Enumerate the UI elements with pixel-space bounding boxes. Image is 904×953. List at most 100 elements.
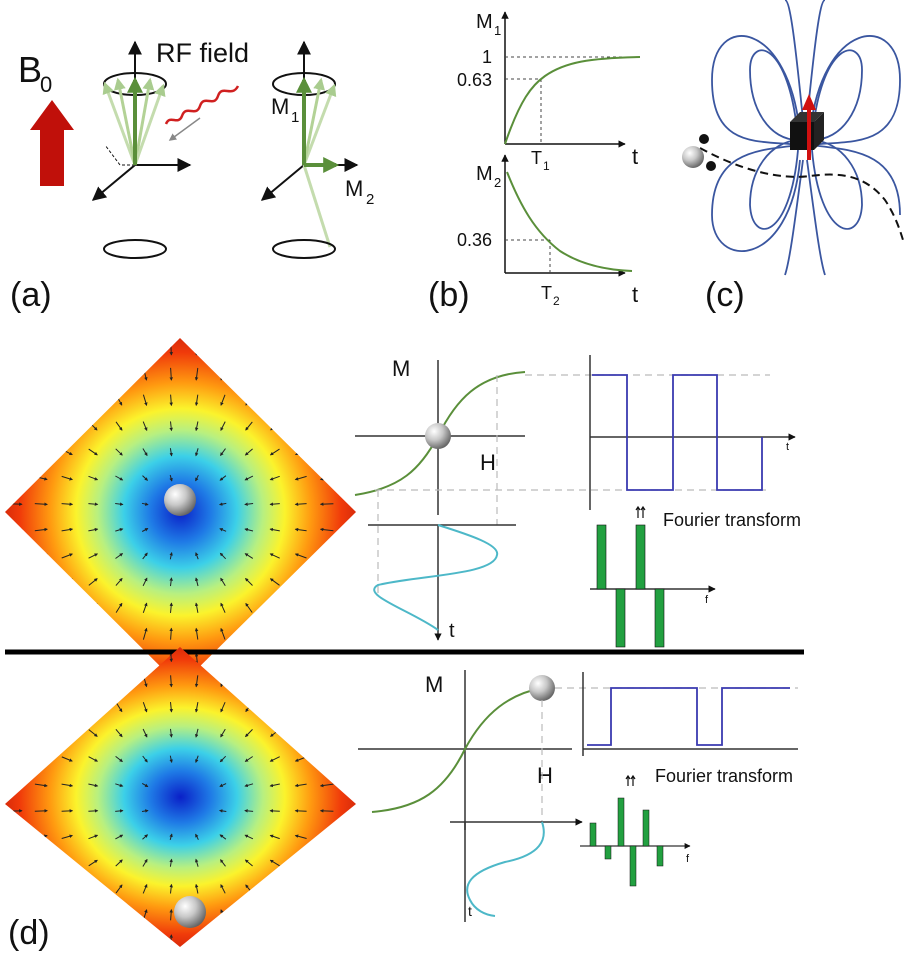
field-vector-arrow [194, 367, 199, 381]
field-vector-arrow [270, 603, 280, 613]
field-vector-arrow [294, 475, 307, 481]
field-vector-arrow [295, 702, 307, 712]
field-vector-arrow [269, 553, 280, 559]
magnetization-response-plot: t [589, 355, 796, 510]
nanoparticle-sphere [529, 675, 555, 701]
field-vector-arrow [269, 756, 280, 762]
field-vector-arrow [61, 578, 73, 586]
f-axis-label: f [705, 594, 709, 606]
field-vector-arrow [245, 675, 253, 688]
field-vector-arrow [194, 341, 199, 356]
field-vector-arrow [169, 728, 173, 738]
x-axis-label: t [632, 144, 638, 169]
spectrum-bar [604, 845, 612, 860]
field-vector-arrow [36, 342, 46, 354]
field-vector-arrow [294, 578, 307, 586]
field-vector-arrow [115, 627, 123, 640]
t2-symbol: T [541, 283, 552, 303]
field-vector-arrow [61, 809, 74, 813]
field-vector-arrow [269, 448, 280, 456]
field-vector-arrow [115, 421, 123, 431]
field-vector-arrow [244, 809, 254, 813]
field-vector-arrow [61, 475, 73, 481]
field-vector-arrow [142, 602, 148, 613]
tick-label-1: 1 [482, 47, 492, 67]
field-free-region-map [5, 338, 356, 686]
field-vector-arrow [88, 578, 98, 586]
field-vector-arrow [294, 859, 307, 867]
field-vector-arrow [142, 394, 148, 406]
field-vector-arrow [8, 859, 23, 866]
faded-moment [113, 77, 137, 166]
spectrum-bar [654, 588, 665, 648]
field-vector-arrow [269, 809, 280, 813]
field-vector-arrow [270, 421, 280, 431]
field-vector-arrow [220, 367, 226, 381]
field-vector-arrow [219, 755, 227, 763]
m1-symbol: M [271, 94, 289, 119]
faded-moment [302, 83, 337, 166]
field-vector-arrow [169, 367, 173, 381]
field-vector-arrow [88, 394, 98, 406]
field-vector-arrow [321, 342, 333, 354]
field-vector-arrow [220, 577, 226, 587]
field-vector-arrow [295, 628, 307, 640]
field-vector-arrow [319, 476, 334, 481]
field-vector-arrow [194, 702, 199, 713]
field-vector-arrow [88, 859, 98, 867]
field-vector-arrow [88, 527, 99, 532]
field-vector-arrow [88, 884, 98, 894]
field-vector-arrow [34, 553, 48, 559]
field-vector-arrow [319, 783, 334, 788]
field-vector-arrow [244, 527, 254, 532]
field-vector-arrow [294, 809, 307, 813]
field-vector-arrow [194, 934, 199, 947]
b0-symbol: B [18, 49, 42, 90]
field-vector-arrow [35, 675, 47, 687]
field-vector-arrow [220, 421, 226, 432]
field-vector-arrow [62, 341, 72, 355]
field-vector-arrow [295, 603, 307, 613]
relaxation-diagram-right: M 1 M 2 [260, 40, 374, 259]
field-vector-arrow [8, 449, 23, 456]
field-vector-arrow [88, 675, 98, 687]
b0-field: B 0 [18, 49, 74, 186]
field-vector-arrow [320, 859, 334, 866]
field-vector-arrow [244, 859, 253, 867]
field-vector-arrow [245, 729, 253, 738]
t-axis-label: t [468, 903, 472, 919]
field-vector-arrow [89, 653, 97, 667]
field-vector-arrow [220, 394, 226, 406]
field-vector-arrow [88, 448, 98, 456]
field-vector-arrow [34, 756, 48, 762]
field-vector-arrow [219, 475, 227, 481]
field-vector-arrow [220, 884, 226, 894]
field-vector-arrow [321, 368, 333, 380]
field-vector-arrow [219, 783, 227, 787]
field-vector-arrow [115, 367, 123, 381]
m1-subscript: 1 [291, 109, 299, 126]
field-line [784, 159, 804, 276]
spectrum-bar [656, 845, 664, 867]
field-vector-arrow [294, 527, 307, 532]
field-vector-arrow [270, 909, 280, 921]
field-vector-arrow [245, 578, 253, 586]
field-vector-arrow [169, 627, 173, 640]
field-vector-arrow [8, 834, 23, 839]
field-vector-arrow [88, 909, 98, 921]
field-vector-arrow [296, 342, 306, 355]
field-line [809, 35, 901, 216]
field-vector-arrow [88, 502, 99, 506]
field-vector-arrow [88, 553, 99, 559]
magnetization-curve-plot: M H [358, 670, 798, 830]
field-vector-arrow [115, 475, 124, 481]
field-vector-arrow [320, 395, 333, 405]
field-vector-arrow [35, 702, 48, 712]
field-vector-arrow [320, 702, 334, 712]
t1-symbol: T [531, 148, 542, 168]
field-vector-arrow [115, 602, 123, 613]
transform-arrows-icon [635, 505, 646, 518]
field-vector-arrow [220, 675, 226, 688]
field-vector-arrow [35, 654, 47, 666]
field-vector-arrow [142, 883, 148, 894]
